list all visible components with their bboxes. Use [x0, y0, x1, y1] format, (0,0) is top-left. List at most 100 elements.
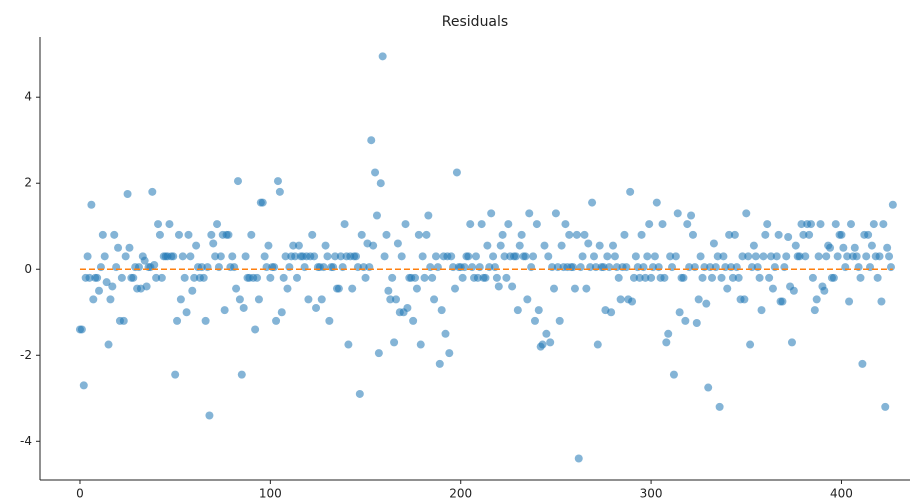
scatter-point — [740, 295, 749, 304]
scatter-point — [458, 273, 467, 282]
scatter-point — [757, 306, 766, 315]
scatter-point — [184, 230, 193, 239]
scatter-point — [784, 232, 793, 241]
scatter-point — [277, 308, 286, 317]
scatter-point — [555, 316, 564, 325]
scatter-point — [774, 230, 783, 239]
scatter-point — [471, 252, 480, 261]
scatter-point — [188, 286, 197, 295]
scatter-point — [152, 273, 161, 282]
scatter-point — [293, 273, 302, 282]
scatter-point — [228, 252, 237, 261]
scatter-point — [123, 189, 132, 198]
scatter-point — [730, 230, 739, 239]
scatter-point — [190, 273, 199, 282]
scatter-point — [888, 200, 897, 209]
scatter-point — [464, 252, 473, 261]
scatter-point — [367, 136, 376, 145]
scatter-point — [873, 273, 882, 282]
scatter-point — [357, 230, 366, 239]
scatter-point — [317, 295, 326, 304]
scatter-point — [717, 273, 726, 282]
scatter-point — [114, 243, 123, 252]
scatter-point — [424, 211, 433, 220]
scatter-point — [348, 284, 357, 293]
scatter-point — [839, 243, 848, 252]
scatter-point — [751, 252, 760, 261]
scatter-point — [401, 220, 410, 229]
scatter-point — [336, 252, 345, 261]
scatter-point — [791, 241, 800, 250]
scatter-point — [121, 252, 130, 261]
scatter-point — [473, 273, 482, 282]
scatter-point — [595, 241, 604, 250]
scatter-point — [409, 316, 418, 325]
scatter-point — [778, 297, 787, 306]
scatter-point — [492, 273, 501, 282]
scatter-point — [877, 297, 886, 306]
scatter-point — [334, 284, 343, 293]
scatter-point — [719, 252, 728, 261]
scatter-point — [504, 220, 513, 229]
scatter-point — [610, 252, 619, 261]
scatter-point — [216, 252, 225, 261]
scatter-point — [738, 252, 747, 261]
scatter-point — [551, 209, 560, 218]
scatter-point — [213, 220, 222, 229]
scatter-point — [382, 230, 391, 239]
scatter-point — [822, 252, 831, 261]
scatter-point — [247, 230, 256, 239]
scatter-point — [171, 370, 180, 379]
scatter-point — [582, 284, 591, 293]
scatter-point — [275, 187, 284, 196]
scatter-point — [837, 230, 846, 239]
scatter-point — [106, 295, 115, 304]
scatter-point — [431, 252, 440, 261]
scatter-point — [251, 325, 260, 334]
scatter-point — [388, 273, 397, 282]
scatter-point — [574, 454, 583, 463]
scatter-point — [79, 381, 88, 390]
scatter-point — [787, 338, 796, 347]
scatter-point — [235, 295, 244, 304]
scatter-point — [237, 370, 246, 379]
scatter-point — [664, 329, 673, 338]
scatter-point — [759, 252, 768, 261]
scatter-point — [372, 211, 381, 220]
scatter-point — [104, 340, 113, 349]
scatter-point — [557, 241, 566, 250]
scatter-point — [546, 338, 555, 347]
scatter-point — [688, 230, 697, 239]
scatter-point — [826, 243, 835, 252]
scatter-point — [310, 252, 319, 261]
scatter-point — [207, 230, 216, 239]
scatter-point — [578, 252, 587, 261]
scatter-point — [483, 241, 492, 250]
scatter-point — [498, 230, 507, 239]
scatter-point — [850, 243, 859, 252]
scatter-point — [466, 220, 475, 229]
scatter-point — [496, 241, 505, 250]
scatter-point — [155, 230, 164, 239]
y-tick-label: 0 — [24, 262, 32, 276]
scatter-point — [142, 282, 151, 291]
scatter-point — [83, 252, 92, 261]
scatter-point — [609, 241, 618, 250]
scatter-point — [361, 273, 370, 282]
scatter-point — [422, 230, 431, 239]
scatter-point — [694, 295, 703, 304]
scatter-point — [283, 284, 292, 293]
scatter-point — [808, 273, 817, 282]
scatter-point — [532, 220, 541, 229]
scatter-point — [323, 252, 332, 261]
scatter-point — [696, 252, 705, 261]
scatter-point — [852, 252, 861, 261]
scatter-point — [530, 316, 539, 325]
scatter-point — [384, 286, 393, 295]
scatter-point — [260, 252, 269, 261]
scatter-point — [241, 252, 250, 261]
scatter-point — [829, 273, 838, 282]
scatter-point — [885, 252, 894, 261]
scatter-point — [494, 282, 503, 291]
